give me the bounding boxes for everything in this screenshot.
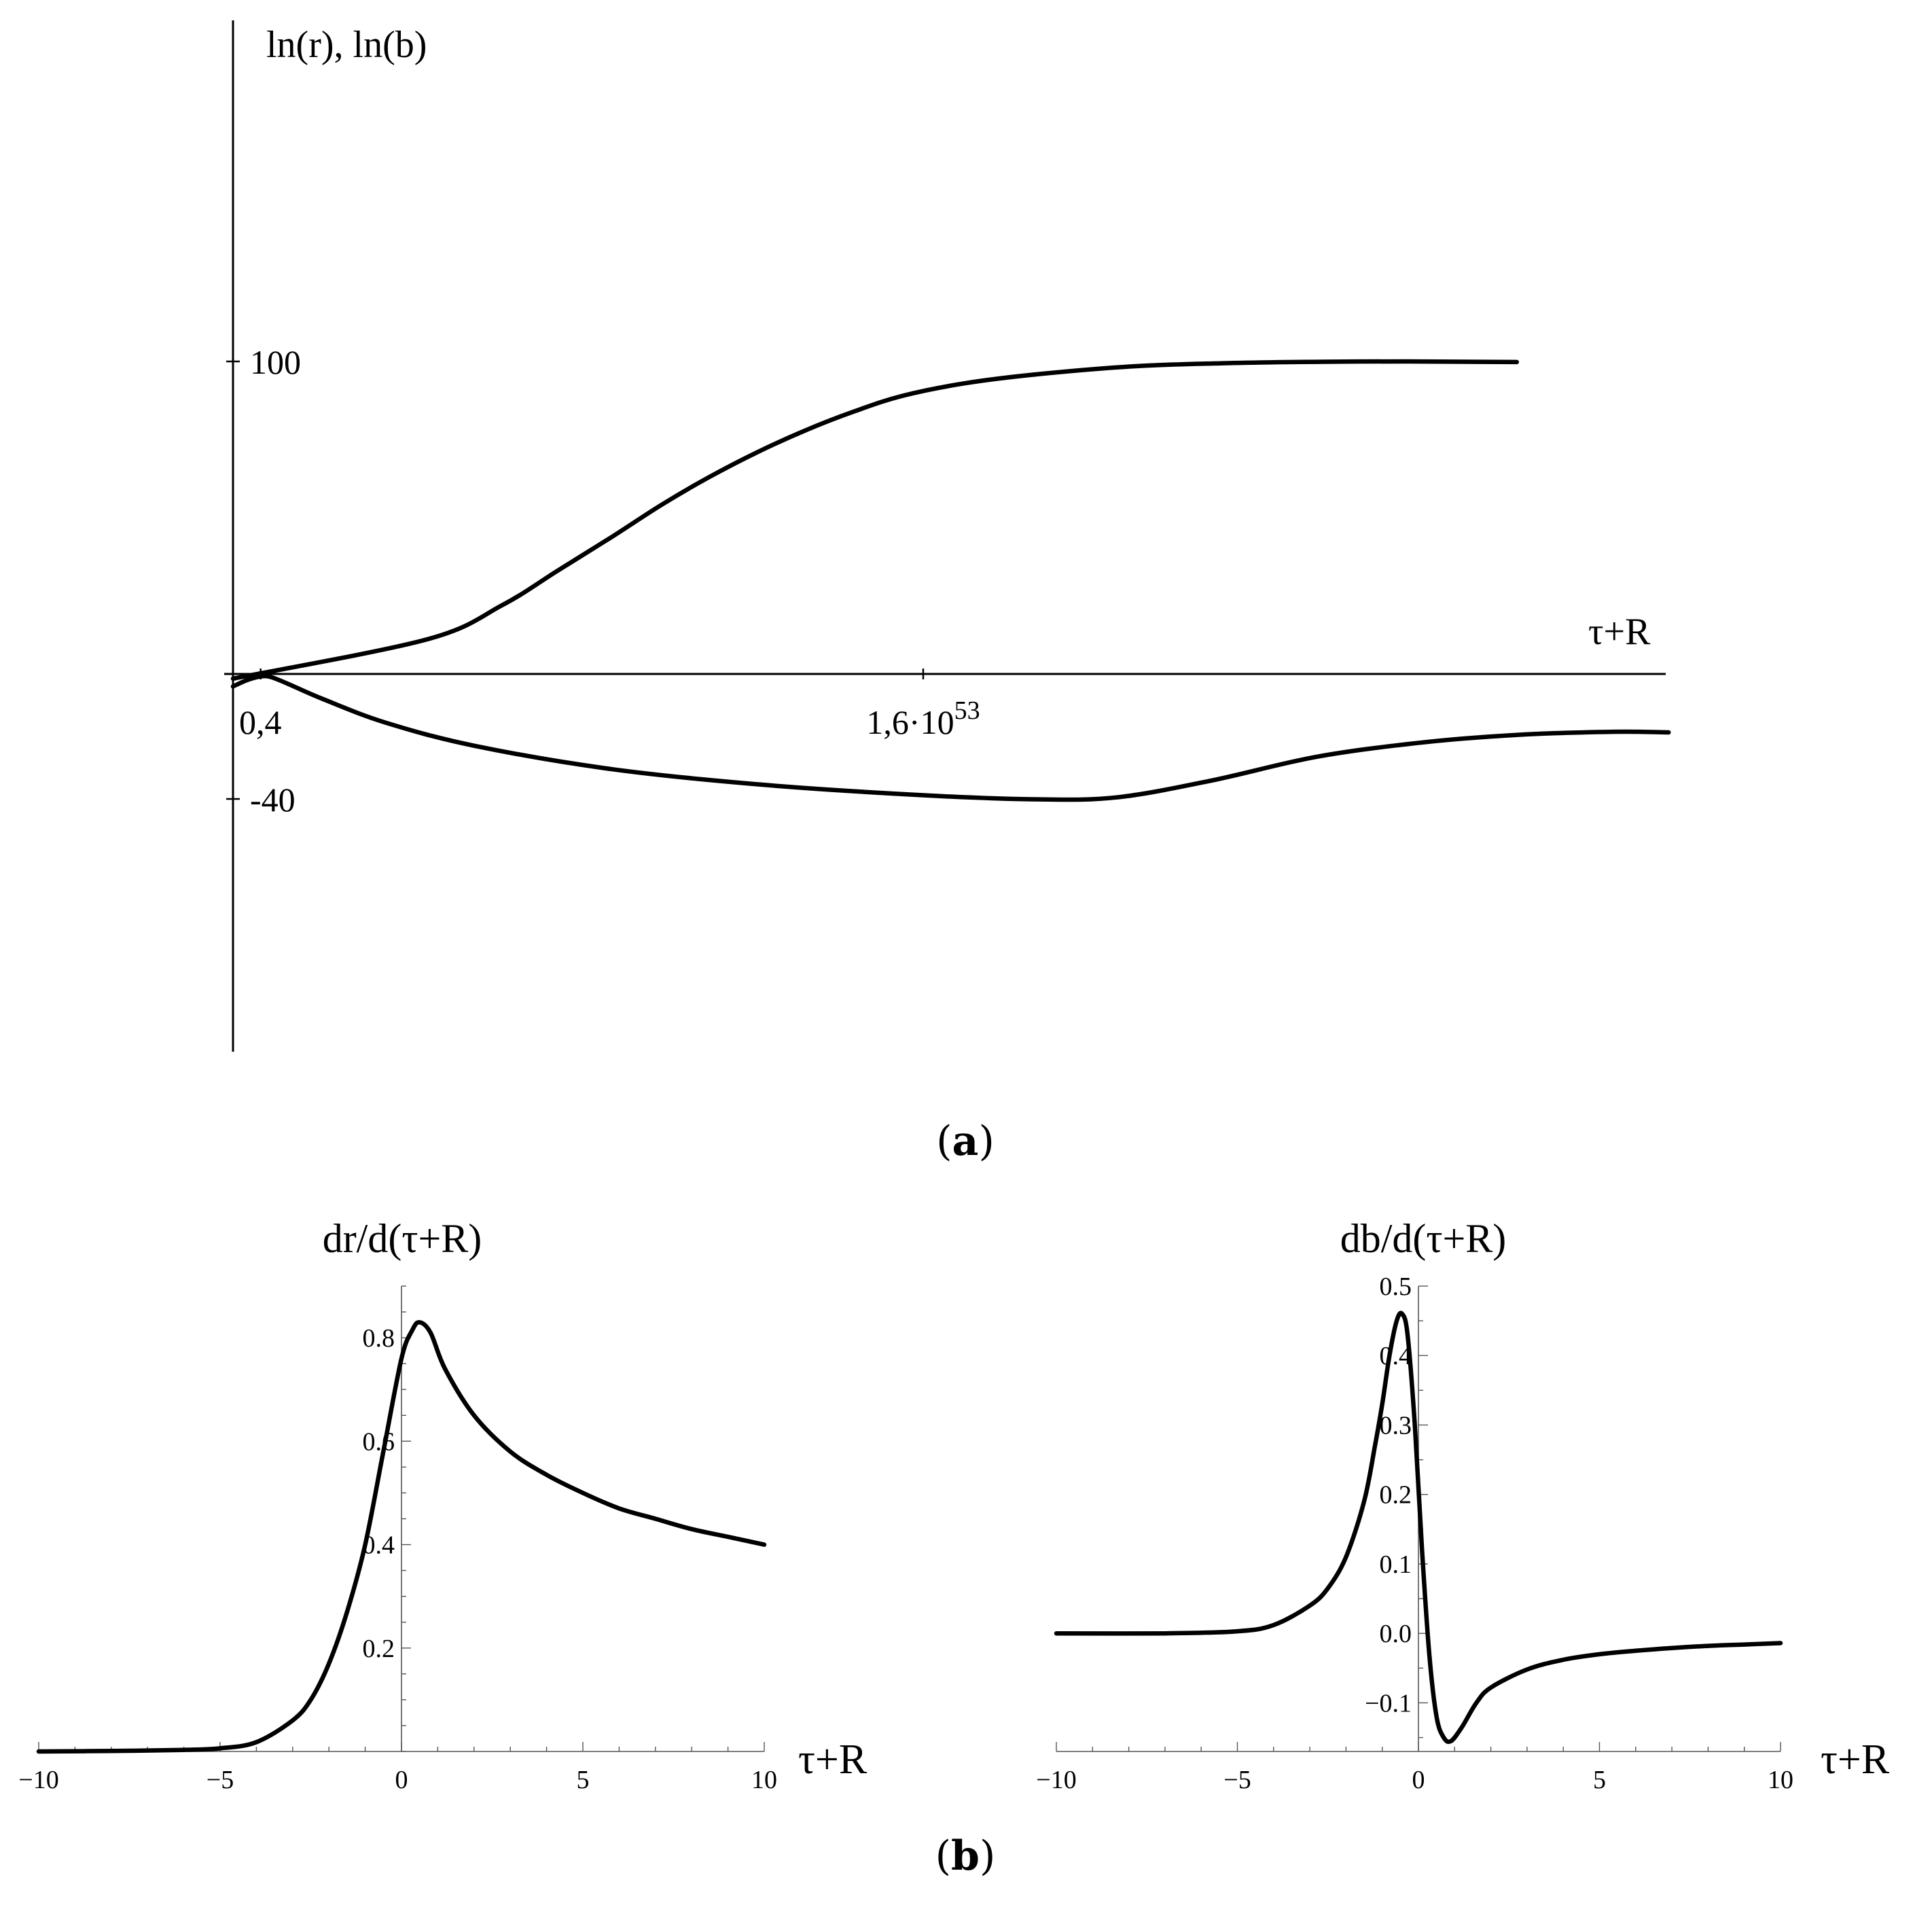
panel-b-right-x-tick-label: 10 (1768, 1766, 1793, 1794)
panel-b-right-y-tick-label: 0.4 (1380, 1342, 1412, 1370)
panel-b-right-series-1 (1054, 1311, 1783, 1745)
panel-a-y-tick-label: 100 (250, 343, 301, 381)
panel-b-left-title: dr/d(τ+R) (323, 1216, 482, 1261)
panel-b-left-x-tick-label: 5 (577, 1766, 590, 1794)
panel-b-left-y-tick-label: 0.6 (363, 1427, 395, 1456)
panel-b-left-x-tick-label: 0 (395, 1766, 408, 1794)
panel-b-right: db/d(τ+R) τ+R −10 −5 0 5 10 −0.1 0.0 0.1 0.2 0.3 0… (1036, 1216, 1890, 1794)
panel-a-y-tick-label: -40 (250, 781, 296, 819)
panel-b-right-y-tick-label: −0.1 (1365, 1689, 1412, 1717)
panel-b-right-y-tick-label: 0.3 (1380, 1411, 1412, 1440)
panel-b-right-y-tick-label: 0.1 (1380, 1550, 1412, 1579)
panel-b-right-y-tick-label: 0.2 (1380, 1481, 1412, 1510)
panel-b-right-x-tick-label: 0 (1412, 1766, 1425, 1794)
panel-a-xlabel: τ+R (1588, 611, 1651, 653)
panel-b-right-y-tick-label: 0.0 (1380, 1620, 1412, 1648)
panel-a-series-2 (230, 673, 1671, 802)
panel-b-right-x-tick-label: −5 (1223, 1766, 1251, 1794)
panel-b-right-x-tick-label: 5 (1593, 1766, 1606, 1794)
panel-a-series-1 (230, 359, 1520, 681)
panel-a: 0,4 1,6·1053 100 -40 ln(r), ln(b) τ+R (a) (224, 20, 1671, 1165)
panel-a-caption: (a) (936, 1118, 995, 1165)
panel-b-left-x-tick-label: −5 (207, 1766, 234, 1794)
panel-b-left-x-tick-label: 10 (751, 1766, 777, 1794)
panel-a-x-tick-label: 1,6·1053 (866, 696, 980, 741)
panel-b-caption: (b) (935, 1832, 996, 1880)
panel-b-right-x-tick-label: −10 (1036, 1766, 1076, 1794)
panel-b-right-y-tick-label: 0.5 (1380, 1272, 1412, 1301)
panel-b-left-y-tick-label: 0.8 (363, 1324, 395, 1353)
panel-b-right-xlabel: τ+R (1821, 1737, 1890, 1783)
panel-b-left-series-1 (36, 1319, 767, 1754)
panel-a-ylabel: ln(r), ln(b) (266, 24, 427, 66)
panel-b-right-title: db/d(τ+R) (1340, 1216, 1507, 1261)
panel-b-left-xlabel: τ+R (798, 1737, 867, 1783)
panel-b-left-y-tick-label: 0.2 (363, 1635, 395, 1663)
panel-a-x-tick-label: 0,4 (239, 703, 282, 741)
panel-b-left-x-tick-label: −10 (18, 1766, 58, 1794)
panel-b-left: dr/d(τ+R) τ+R −10 −5 0 5 100.20.40.60.8 (18, 1216, 867, 1794)
